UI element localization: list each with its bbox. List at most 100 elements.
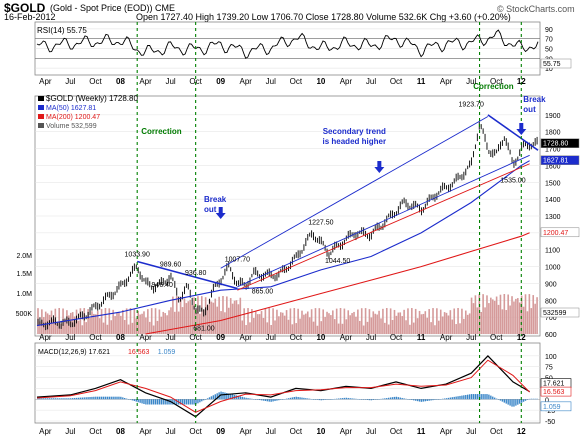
macd-histogram-bar — [293, 397, 295, 400]
macd-histogram-bar — [104, 396, 107, 400]
macd-histogram-bar — [129, 399, 132, 400]
volume-bar — [451, 319, 454, 334]
volume-bar — [243, 308, 245, 334]
volume-bar — [293, 308, 296, 334]
macd-tick-label: 100 — [545, 354, 557, 361]
volume-bar — [254, 311, 257, 334]
macd-histogram-bar — [39, 398, 41, 400]
macd-histogram-bar — [355, 398, 357, 400]
price-data-label: 936.80 — [185, 270, 207, 277]
macd-histogram-bar — [449, 397, 452, 400]
volume-bar — [145, 317, 147, 334]
volume-bar — [453, 308, 456, 334]
macd-histogram-bar — [299, 397, 301, 400]
macd-histogram-bar — [54, 398, 57, 400]
volume-bar — [339, 308, 342, 334]
volume-bar — [279, 312, 282, 334]
x-axis-label: Apr — [39, 333, 52, 342]
macd-histogram-bar — [337, 398, 340, 400]
x-axis-label: Oct — [390, 427, 403, 436]
macd-histogram-bar — [436, 399, 438, 400]
x-axis-label: Oct — [89, 427, 102, 436]
volume-bar — [127, 324, 130, 334]
volume-bar — [164, 313, 166, 334]
volume-bar — [131, 322, 134, 334]
breakout-label-left: out — [204, 205, 217, 214]
volume-bar — [175, 296, 178, 334]
macd-histogram-bar — [203, 399, 205, 401]
macd-histogram-bar — [81, 397, 84, 400]
volume-bar — [520, 295, 523, 334]
macd-histogram-bar — [478, 394, 480, 400]
price-tick-label: 1500 — [545, 180, 561, 187]
volume-bar — [430, 322, 432, 334]
volume-bar — [441, 316, 444, 334]
price-legend-entry: MA(50) 1627.81 — [46, 105, 96, 112]
volume-bar — [416, 318, 419, 334]
macd-histogram-bar — [492, 396, 494, 400]
price-legend-entry: Volume 532,599 — [46, 123, 97, 130]
price-legend-entry: $GOLD (Weekly) 1728.80 — [46, 94, 138, 103]
volume-bar — [143, 311, 145, 334]
volume-bar — [318, 308, 321, 334]
price-legend-swatch — [38, 105, 44, 110]
x-axis-label: Jul — [366, 77, 376, 86]
volume-bar — [227, 307, 230, 334]
volume-bar — [268, 308, 271, 334]
macd-histogram-bar — [272, 399, 274, 402]
macd-histogram-bar — [451, 397, 453, 400]
volume-bar — [100, 308, 103, 334]
volume-bar — [162, 311, 165, 334]
macd-histogram-bar — [301, 397, 303, 400]
volume-bar — [503, 294, 506, 334]
volume-bar — [403, 309, 405, 334]
volume-bar — [385, 308, 388, 334]
x-axis-label: Jul — [65, 77, 75, 86]
volume-bar — [534, 303, 536, 334]
price-tick-label: 1600 — [545, 163, 561, 170]
x-axis-label: 10 — [316, 333, 325, 342]
volume-bar — [299, 318, 301, 334]
x-axis-label: Jul — [65, 427, 75, 436]
price-tick-label: 800 — [545, 298, 557, 305]
breakout-trendline-left — [136, 260, 238, 290]
volume-bar — [135, 318, 138, 334]
macd-histogram-bar — [405, 398, 407, 400]
macd-histogram-bar — [411, 399, 413, 400]
macd-histogram-bar — [305, 398, 307, 400]
volume-bar — [208, 299, 211, 334]
macd-histogram-bar — [247, 398, 249, 400]
macd-histogram-bar — [470, 394, 473, 400]
macd-histogram-bar — [314, 399, 317, 400]
macd-histogram-bar — [255, 399, 257, 400]
chart-annotations: CorrectionCorrectionBreakoutBreakoutSeco… — [141, 82, 546, 219]
volume-bar — [355, 316, 357, 334]
volume-bar — [511, 296, 513, 334]
volume-bar — [264, 308, 267, 334]
volume-bar — [524, 294, 527, 334]
macd-histogram-bar — [517, 399, 519, 405]
price-last-values: 1728.80 1627.81 1200.47 532599 — [540, 138, 580, 318]
rsi-tick-label: 90 — [545, 27, 553, 34]
macd-histogram-bar — [229, 393, 232, 400]
macd-histogram-bar — [526, 399, 529, 400]
macd-histogram-bar — [60, 398, 62, 400]
macd-histogram-bar — [497, 399, 500, 400]
volume-bar — [337, 323, 340, 334]
x-axis-label: Oct — [189, 77, 202, 86]
volume-bar — [407, 308, 409, 334]
volume-bar — [474, 295, 477, 334]
macd-histogram-bar — [168, 399, 170, 405]
volume-bar — [518, 302, 521, 334]
macd-histogram-bar — [388, 397, 390, 400]
x-axis-label: Jul — [165, 77, 175, 86]
macd-histogram-bar — [488, 394, 490, 400]
macd-histogram-bar — [287, 398, 290, 400]
volume-bar — [160, 316, 163, 334]
macd-histogram-bar — [245, 397, 247, 400]
macd-histogram-bar — [372, 399, 374, 400]
macd-histogram-bar — [441, 398, 444, 400]
macd-histogram-bar — [224, 392, 226, 400]
volume-bar — [297, 308, 299, 334]
volume-bar — [397, 312, 400, 334]
